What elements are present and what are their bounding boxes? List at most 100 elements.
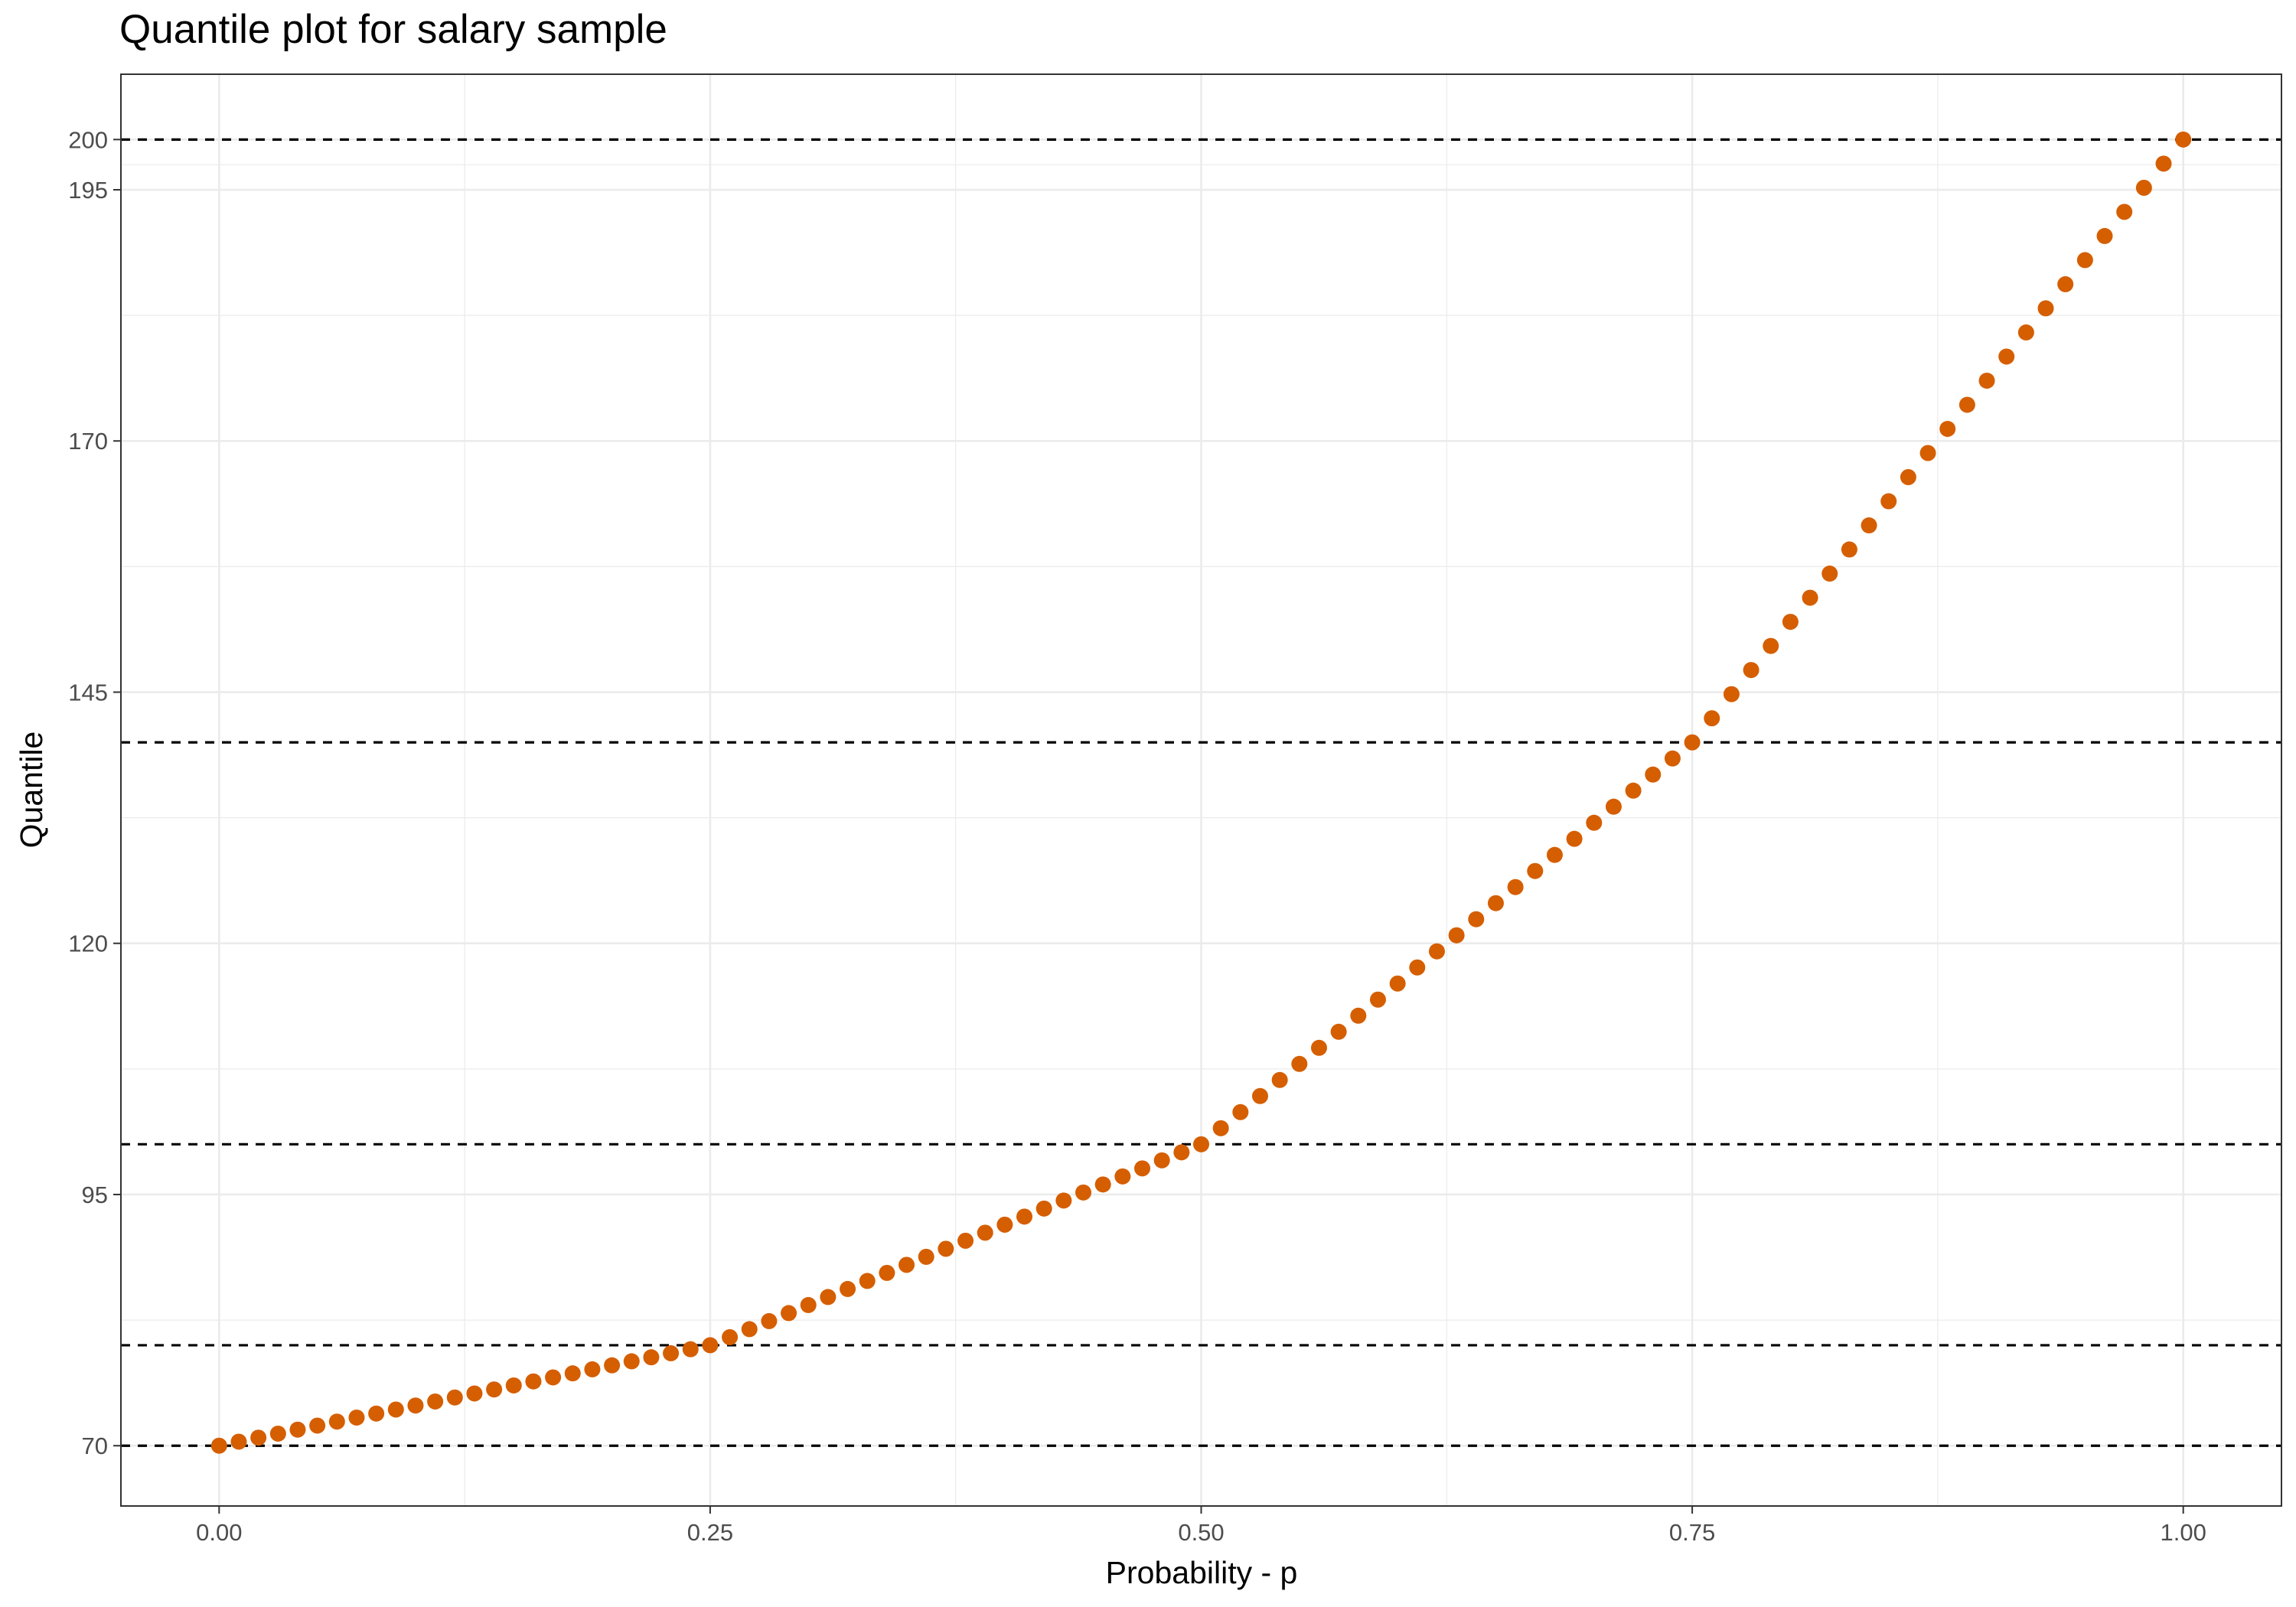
data-point [2175, 131, 2192, 148]
data-point [1310, 1039, 1327, 1056]
data-point [505, 1377, 522, 1393]
data-point [1428, 943, 1445, 960]
data-point [1958, 396, 1975, 413]
data-point [1350, 1007, 1367, 1024]
data-point [564, 1365, 581, 1382]
data-point [1153, 1152, 1170, 1169]
data-point [1232, 1103, 1249, 1120]
data-point [682, 1341, 699, 1358]
data-point [1625, 782, 1642, 799]
data-point [1861, 517, 1877, 534]
data-point [210, 1437, 227, 1454]
chart-title: Quantile plot for salary sample [119, 7, 667, 52]
data-point [1939, 420, 1956, 437]
data-point [446, 1389, 463, 1406]
data-point [1251, 1087, 1268, 1104]
data-point [1035, 1200, 1052, 1217]
data-points [210, 131, 2192, 1454]
data-point [1507, 878, 1524, 895]
data-point [2017, 324, 2034, 341]
data-point [1094, 1176, 1111, 1193]
data-point [879, 1264, 895, 1281]
data-point [722, 1328, 739, 1345]
x-tick-label: 0.75 [1669, 1519, 1715, 1546]
data-point [1684, 734, 1701, 751]
data-point [427, 1393, 444, 1410]
data-point [1900, 469, 1916, 486]
data-point [761, 1312, 778, 1329]
data-point [466, 1385, 483, 1402]
data-point [1546, 846, 1563, 863]
data-point [1880, 493, 1897, 510]
data-point [1821, 566, 1838, 582]
data-point [1389, 975, 1406, 992]
data-point [545, 1369, 562, 1386]
data-point [525, 1373, 542, 1390]
data-point [1664, 750, 1681, 767]
data-point [1586, 814, 1603, 831]
data-point [1605, 798, 1622, 815]
data-point [1704, 710, 1720, 727]
data-point [328, 1413, 345, 1430]
data-point [2037, 300, 2054, 317]
data-point [996, 1216, 1013, 1233]
y-tick-label: 95 [82, 1182, 108, 1208]
x-tick-label: 0.25 [687, 1519, 733, 1546]
data-point [1409, 959, 1426, 976]
data-point [230, 1433, 247, 1450]
data-point [663, 1345, 680, 1361]
data-point [407, 1397, 424, 1414]
data-point [1330, 1023, 1347, 1040]
data-point [820, 1289, 837, 1305]
data-point [918, 1248, 934, 1265]
data-point [1527, 862, 1544, 879]
data-point [1134, 1160, 1151, 1177]
data-point [2116, 204, 2133, 220]
data-point [584, 1361, 601, 1377]
y-axis: 70 95 120 145 170 195 200 [68, 126, 121, 1459]
y-tick-label: 145 [68, 679, 108, 706]
y-tick-label: 170 [68, 428, 108, 455]
data-point [1802, 589, 1818, 606]
data-point [387, 1401, 404, 1418]
x-axis-title: Probability - p [1106, 1555, 1298, 1590]
data-point [1075, 1184, 1092, 1201]
data-point [486, 1381, 503, 1398]
data-point [800, 1296, 817, 1313]
data-point [604, 1357, 621, 1374]
data-point [1978, 372, 1995, 389]
data-point [643, 1349, 660, 1366]
data-point [269, 1425, 286, 1442]
data-point [1016, 1208, 1033, 1225]
y-tick-label: 70 [82, 1433, 108, 1459]
x-axis: 0.00 0.25 0.50 0.75 1.00 [196, 1506, 2206, 1546]
data-point [1468, 911, 1485, 927]
data-point [623, 1353, 640, 1370]
data-point [309, 1417, 326, 1434]
data-point [1743, 662, 1760, 679]
data-point [348, 1409, 365, 1426]
data-point [1271, 1071, 1288, 1088]
x-tick-label: 0.50 [1178, 1519, 1224, 1546]
data-point [741, 1321, 758, 1338]
data-point [938, 1240, 954, 1257]
data-point [840, 1280, 856, 1297]
data-point [1723, 686, 1740, 702]
data-point [859, 1273, 876, 1289]
data-point [1055, 1192, 1072, 1209]
data-point [289, 1421, 306, 1438]
data-point [2057, 275, 2074, 292]
y-axis-title: Quantile [14, 732, 49, 849]
data-point [1841, 541, 1857, 558]
data-point [2076, 252, 2093, 269]
data-point [1173, 1144, 1190, 1161]
data-point [1114, 1168, 1131, 1185]
x-tick-label: 0.00 [196, 1519, 242, 1546]
y-tick-label: 200 [68, 126, 108, 153]
y-tick-label: 195 [68, 177, 108, 204]
data-point [1782, 614, 1799, 631]
data-point [1763, 637, 1779, 654]
data-point [1212, 1120, 1229, 1136]
data-point [2096, 227, 2113, 244]
